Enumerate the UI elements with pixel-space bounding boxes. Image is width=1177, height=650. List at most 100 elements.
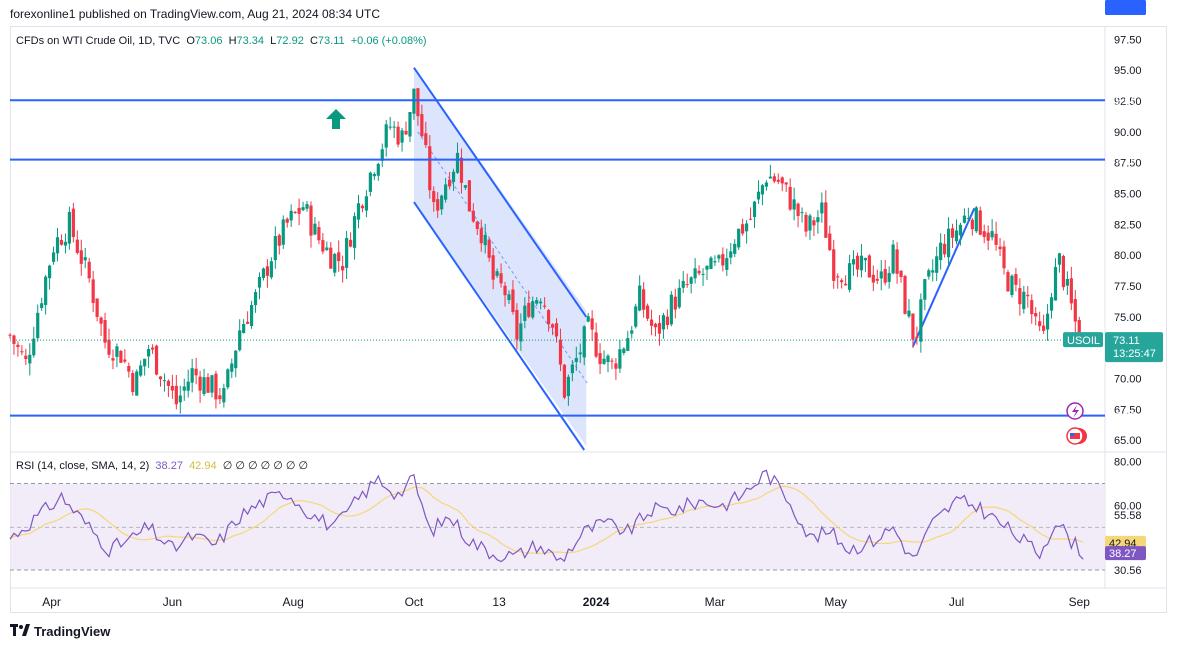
- candle-body: [701, 273, 705, 275]
- candle-body: [950, 228, 955, 238]
- candle-body: [265, 266, 270, 276]
- candle-body: [202, 377, 206, 395]
- candle-body: [309, 205, 313, 236]
- candle-body: [190, 368, 194, 383]
- candle-body: [380, 149, 384, 161]
- candle-body: [28, 354, 32, 364]
- candle-body: [653, 323, 658, 328]
- candle-body: [459, 157, 464, 183]
- rsi-legend-label: RSI (14, close, SMA, 14, 2): [16, 460, 150, 472]
- price-tick-label: 97.50: [1114, 34, 1142, 46]
- candle-body: [998, 246, 1002, 250]
- candle-body: [1038, 321, 1042, 327]
- candle-body: [257, 277, 262, 288]
- candle-body: [550, 324, 555, 328]
- candle-body: [123, 359, 127, 362]
- legend-high-label: H: [228, 35, 237, 47]
- candle-body: [154, 345, 159, 375]
- channel-lower-line[interactable]: [413, 201, 586, 451]
- candle-body: [297, 207, 301, 214]
- price-tick-label: 75.00: [1114, 312, 1142, 324]
- candle-body: [642, 289, 646, 310]
- candle-body: [1073, 299, 1077, 322]
- candle-body: [800, 212, 804, 214]
- price-tick-label: 90.00: [1114, 127, 1142, 139]
- chart-frame: [10, 26, 1167, 613]
- candle-body: [313, 223, 317, 235]
- candle-body: [277, 235, 281, 246]
- candle-body: [345, 237, 349, 268]
- candle-body: [598, 353, 602, 365]
- candle-body: [1034, 312, 1038, 317]
- candle-body: [649, 319, 654, 326]
- candle-body: [44, 276, 48, 305]
- candle-body: [883, 269, 887, 283]
- candle-body: [396, 126, 400, 145]
- candle-body: [855, 255, 860, 270]
- candle-body: [1006, 272, 1010, 292]
- uptrend-line[interactable]: [912, 207, 976, 347]
- candle-body: [356, 203, 361, 220]
- level-badge-high-text: 92.56: [1109, 95, 1137, 107]
- candle-body: [71, 208, 75, 238]
- candle-body: [333, 253, 337, 273]
- symbol-badge[interactable]: [1063, 332, 1103, 348]
- candle-body: [305, 204, 309, 209]
- candle-body: [170, 385, 174, 391]
- candle-body: [103, 320, 107, 343]
- candle-body: [491, 255, 495, 280]
- time-tick-label: Apr: [42, 595, 61, 609]
- legend-open: 73.06: [194, 35, 223, 47]
- candle-body: [467, 180, 471, 212]
- candle-body: [966, 218, 970, 220]
- publisher-line: forexonline1 published on TradingView.co…: [10, 7, 381, 21]
- candle-body: [1002, 246, 1006, 269]
- candle-body: [119, 350, 123, 363]
- candle-body: [1022, 291, 1026, 310]
- candle-body: [8, 334, 12, 336]
- candle-body: [368, 172, 372, 192]
- candle-body: [582, 326, 586, 358]
- candle-body: [851, 259, 856, 265]
- candle-body: [16, 344, 20, 348]
- candle-body: [808, 215, 812, 231]
- candle-body: [721, 254, 725, 266]
- lightning-icon-glyph: [1072, 405, 1079, 418]
- candle-body: [1069, 278, 1073, 304]
- candle-body: [261, 268, 266, 278]
- candle-body: [836, 276, 840, 278]
- candle-body: [253, 292, 258, 306]
- candle-body: [392, 126, 396, 128]
- candle-body: [455, 152, 460, 173]
- time-tick-label: Oct: [405, 595, 424, 609]
- candle-body: [293, 211, 297, 213]
- candle-body: [665, 316, 669, 326]
- legend-low: 72.92: [276, 35, 304, 47]
- candle-body: [139, 365, 143, 376]
- candle-body: [891, 244, 895, 274]
- candle-body: [614, 363, 618, 369]
- candle-body: [48, 265, 52, 279]
- candle-body: [840, 280, 844, 283]
- channel-upper-line[interactable]: [413, 67, 588, 318]
- time-tick-label: Aug: [282, 595, 303, 609]
- rsi-line: [9, 469, 1084, 563]
- candle-body: [135, 371, 139, 396]
- candle-body: [618, 349, 622, 369]
- candle-body: [59, 239, 64, 245]
- legend-low-label: L: [270, 35, 277, 47]
- candle-body: [158, 376, 163, 380]
- candle-body: [428, 146, 432, 191]
- candle-body: [562, 364, 567, 398]
- candle-body: [832, 249, 836, 281]
- legend-high: 73.34: [236, 35, 265, 47]
- candle-body: [360, 205, 365, 209]
- candle-body: [939, 242, 943, 261]
- candle-body: [634, 306, 638, 327]
- legend-symbol: CFDs on WTI Crude Oil, 1D, TVC: [16, 35, 181, 47]
- candle-body: [717, 255, 721, 259]
- tradingview-footer[interactable]: TradingView: [10, 624, 110, 639]
- candle-body: [816, 217, 820, 223]
- candle-body: [348, 239, 353, 247]
